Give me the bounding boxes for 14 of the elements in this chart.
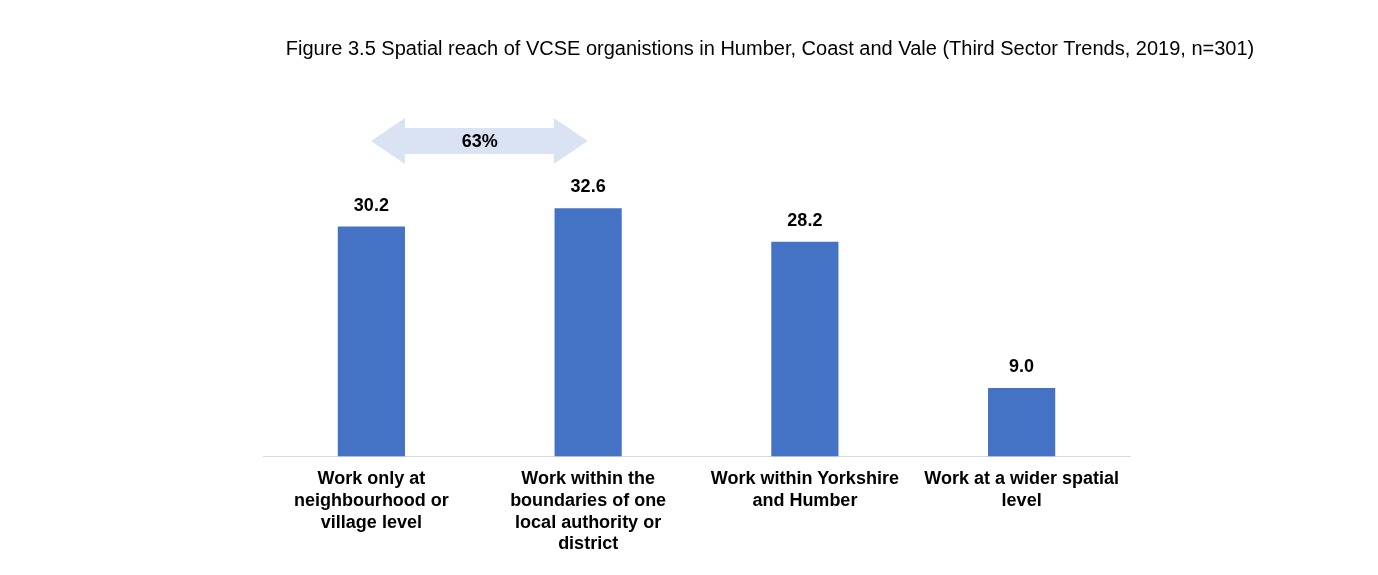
data-label: 30.2 [353,194,389,215]
bar [554,208,622,457]
bar [337,226,405,457]
bar [988,388,1056,457]
bar [771,241,839,457]
x-tick-label: Work within the boundaries of one local authority or district [510,468,667,554]
x-tick-label: Work at a wider spatial level [924,468,1119,510]
x-tick-label: Work only at neighbourhood or village level [293,468,449,532]
data-label: 9.0 [1009,356,1035,377]
chart-title: Figure 3.5 Spatial reach of VCSE organistions in Humber, Coast and Vale (Third Sector Trends, 2019, n=301) [284,36,1256,61]
data-label: 28.2 [787,209,823,230]
x-tick-label: Work within Yorkshire and Humber [710,468,899,510]
double-arrow: 63% [371,118,589,164]
data-label: 32.6 [570,176,606,197]
